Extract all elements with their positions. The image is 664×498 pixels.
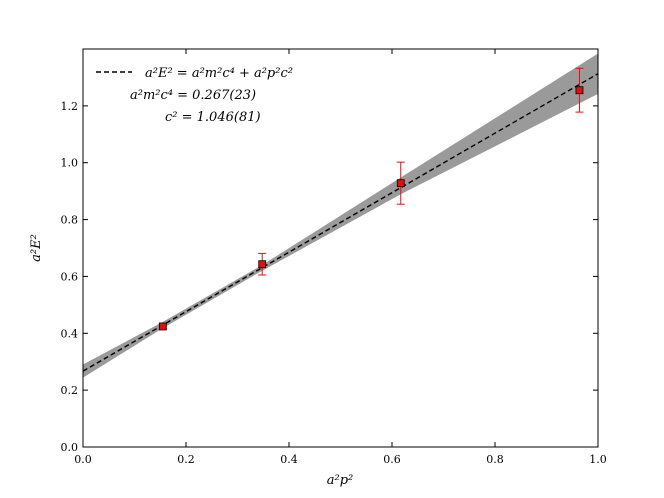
x-tick-label: 0.8 <box>486 453 504 466</box>
legend-fit-label: a²E² = a²m²c⁴ + a²p²c² <box>145 66 293 81</box>
legend: a²E² = a²m²c⁴ + a²p²c² a²m²c⁴ = 0.267(23… <box>96 66 293 125</box>
y-tick-label: 0.4 <box>61 327 79 340</box>
y-axis: 0.0 0.2 0.4 0.6 0.8 1.0 1.2 <box>61 100 598 454</box>
x-axis: 0.0 0.2 0.4 0.6 0.8 1.0 <box>74 49 607 466</box>
data-point <box>575 86 584 95</box>
data-point <box>158 322 167 331</box>
plot-fit-layer <box>82 73 599 372</box>
x-tick-label: 0.2 <box>177 453 195 466</box>
x-tick-label: 0.0 <box>74 453 92 466</box>
y-tick-label: 0.2 <box>61 384 79 397</box>
x-axis-label: a²p² <box>327 473 354 488</box>
x-tick-label: 0.4 <box>280 453 298 466</box>
annotation-intercept: a²m²c⁴ = 0.267(23) <box>130 88 256 103</box>
data-point <box>396 179 405 188</box>
data-point <box>258 260 267 269</box>
x-tick-label: 0.6 <box>383 453 401 466</box>
y-tick-label: 1.0 <box>61 157 79 170</box>
y-axis-label: a²E² <box>29 234 44 262</box>
x-tick-label: 1.0 <box>589 453 607 466</box>
y-tick-label: 0.6 <box>61 270 79 283</box>
y-tick-label: 0.8 <box>61 214 79 227</box>
y-tick-label: 0.0 <box>61 441 79 454</box>
fit-line <box>82 73 599 372</box>
plot-points-layer <box>158 67 584 331</box>
annotation-slope: c² = 1.046(81) <box>165 110 261 125</box>
plot-frame <box>82 48 599 448</box>
y-tick-label: 1.2 <box>61 100 79 113</box>
